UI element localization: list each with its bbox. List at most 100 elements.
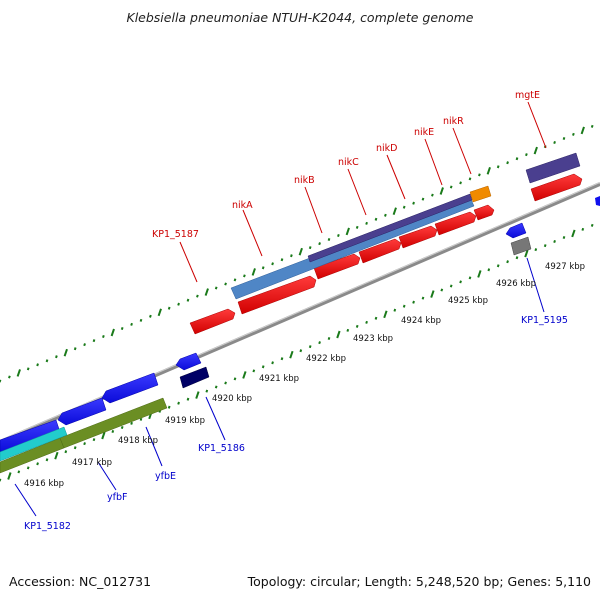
gene-kp1-5187[interactable]: [189, 308, 236, 335]
lower-tick-track: [0, 223, 594, 482]
label-nikd[interactable]: nikD: [376, 143, 397, 154]
major-tick: [7, 472, 12, 480]
minor-tick: [496, 165, 500, 169]
label-kp1-5195[interactable]: KP1_5195: [521, 315, 568, 326]
minor-tick: [205, 389, 209, 393]
edge-blue-gene[interactable]: [595, 196, 600, 206]
gene-kp1-5186[interactable]: [179, 366, 210, 389]
gene-kp1-5195-blue[interactable]: [505, 222, 527, 239]
minor-tick: [468, 276, 472, 280]
gene-kp1-5195[interactable]: [510, 236, 532, 256]
minor-tick: [572, 132, 575, 136]
label-kp1-5186[interactable]: KP1_5186: [198, 443, 245, 454]
minor-tick: [459, 181, 462, 185]
scale-label: 4919 kbp: [165, 416, 205, 426]
minor-tick: [449, 185, 453, 189]
gene-nikd[interactable]: [398, 225, 438, 249]
minor-tick: [45, 359, 49, 363]
major-tick: [392, 207, 397, 216]
minor-tick: [506, 260, 509, 264]
minor-tick: [261, 365, 265, 369]
gene-yfbe[interactable]: [59, 397, 168, 449]
minor-tick: [440, 288, 444, 292]
minor-tick: [412, 201, 415, 205]
gene-mgte[interactable]: [530, 173, 583, 202]
label-nike[interactable]: nikE: [414, 127, 434, 138]
minor-tick: [233, 377, 237, 381]
label-nika[interactable]: nikA: [232, 200, 253, 211]
major-tick: [439, 187, 444, 195]
label-nikc[interactable]: nikC: [338, 157, 359, 168]
gene-kp1-5186-blue[interactable]: [175, 352, 202, 371]
minor-tick: [26, 367, 30, 371]
minor-tick: [478, 173, 481, 177]
minor-tick: [355, 324, 359, 328]
minor-tick: [45, 458, 49, 462]
minor-tick: [102, 334, 105, 339]
label-kp1-5187[interactable]: KP1_5187: [152, 229, 199, 240]
minor-tick: [243, 274, 246, 278]
minor-tick: [130, 322, 133, 326]
major-tick: [571, 229, 576, 238]
major-tick: [289, 350, 294, 359]
minor-tick: [224, 282, 227, 286]
gene-nike[interactable]: [434, 211, 477, 236]
major-tick: [195, 391, 200, 399]
major-tick: [486, 166, 491, 175]
major-tick: [345, 227, 350, 236]
minor-tick: [506, 161, 509, 165]
major-tick: [533, 146, 538, 155]
map-title: Klebsiella pneumoniae NTUH-K2044, comple…: [127, 10, 474, 25]
minor-tick: [496, 264, 500, 268]
label-nikb[interactable]: nikB: [294, 175, 315, 186]
mgte-purple-band[interactable]: [525, 152, 581, 184]
minor-tick: [83, 442, 86, 446]
scale-label: 4927 kbp: [545, 262, 585, 272]
major-tick: [430, 290, 435, 298]
minor-tick: [139, 417, 143, 421]
minor-tick: [177, 401, 180, 405]
scale-label: 4922 kbp: [306, 354, 346, 364]
minor-tick: [73, 347, 77, 351]
minor-tick: [271, 361, 274, 365]
minor-tick: [327, 336, 331, 341]
gene-nikc[interactable]: [358, 238, 402, 264]
label-nikr[interactable]: nikR: [443, 116, 464, 127]
gene-reverse-blue-2[interactable]: [57, 397, 107, 426]
major-tick: [251, 268, 256, 276]
major-tick: [110, 328, 115, 337]
gene-nikb[interactable]: [313, 253, 361, 280]
minor-tick: [515, 157, 519, 161]
operon-nik-purple-band[interactable]: [307, 193, 473, 263]
minor-tick: [261, 266, 265, 270]
minor-tick: [196, 294, 199, 298]
top-leader-lines: [179, 101, 547, 283]
scale-label: 4926 kbp: [496, 279, 536, 289]
scale-label: 4918 kbp: [118, 436, 158, 446]
minor-tick: [308, 246, 312, 250]
orange-feature[interactable]: [469, 185, 492, 203]
minor-tick: [590, 223, 594, 227]
gene-nika[interactable]: [237, 275, 317, 315]
scale-label: 4921 kbp: [259, 374, 299, 384]
minor-tick: [92, 438, 96, 442]
label-kp1-5182[interactable]: KP1_5182: [24, 521, 71, 532]
label-yfbe[interactable]: yfbE: [155, 471, 176, 482]
operon-bands: [230, 152, 600, 300]
minor-tick: [318, 242, 321, 246]
major-tick: [336, 330, 341, 339]
minor-tick: [562, 136, 566, 141]
cyan-feature[interactable]: [0, 426, 68, 462]
minor-tick: [374, 217, 378, 221]
minor-tick: [534, 248, 538, 252]
minor-tick: [177, 302, 180, 306]
minor-tick: [346, 328, 350, 332]
major-tick: [54, 451, 59, 460]
gene-reverse-blue-3[interactable]: [101, 372, 159, 404]
label-mgte[interactable]: mgtE: [515, 90, 540, 101]
label-yfbf[interactable]: yfbF: [107, 492, 127, 503]
minor-tick: [553, 140, 556, 145]
gene-nikr[interactable]: [473, 204, 495, 221]
minor-tick: [308, 345, 312, 349]
minor-tick: [92, 339, 96, 343]
